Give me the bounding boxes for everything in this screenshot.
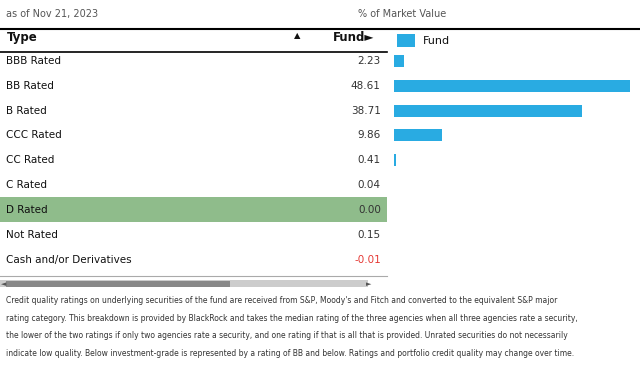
Text: ▲: ▲ bbox=[294, 31, 301, 40]
Text: indicate low quality. Below investment-grade is represented by a rating of BB an: indicate low quality. Below investment-g… bbox=[6, 349, 575, 358]
Text: 0.00: 0.00 bbox=[358, 205, 381, 215]
Text: ◄: ◄ bbox=[1, 281, 6, 287]
Text: CC Rated: CC Rated bbox=[6, 155, 55, 165]
Text: 0.41: 0.41 bbox=[358, 155, 381, 165]
Text: 0.04: 0.04 bbox=[358, 180, 381, 190]
Text: Type: Type bbox=[6, 31, 37, 44]
Text: C Rated: C Rated bbox=[6, 180, 47, 190]
Text: as of Nov 21, 2023: as of Nov 21, 2023 bbox=[6, 9, 99, 19]
Text: ►: ► bbox=[366, 281, 371, 287]
Text: 48.61: 48.61 bbox=[351, 81, 381, 91]
Text: BBB Rated: BBB Rated bbox=[6, 56, 61, 66]
Text: B Rated: B Rated bbox=[6, 105, 47, 116]
FancyBboxPatch shape bbox=[0, 197, 387, 222]
Text: 0.15: 0.15 bbox=[358, 230, 381, 240]
FancyBboxPatch shape bbox=[394, 105, 582, 116]
Text: Fund: Fund bbox=[422, 36, 449, 46]
FancyBboxPatch shape bbox=[6, 281, 230, 287]
Text: BB Rated: BB Rated bbox=[6, 81, 54, 91]
Text: rating category. This breakdown is provided by BlackRock and takes the median ra: rating category. This breakdown is provi… bbox=[6, 314, 578, 323]
Text: -0.01: -0.01 bbox=[354, 254, 381, 265]
Text: % of Market Value: % of Market Value bbox=[358, 9, 447, 19]
FancyBboxPatch shape bbox=[394, 55, 404, 67]
Text: Fund►: Fund► bbox=[333, 31, 374, 44]
FancyBboxPatch shape bbox=[394, 130, 442, 141]
FancyBboxPatch shape bbox=[394, 80, 630, 92]
FancyBboxPatch shape bbox=[0, 280, 368, 287]
Text: the lower of the two ratings if only two agencies rate a security, and one ratin: the lower of the two ratings if only two… bbox=[6, 331, 568, 340]
Text: 2.23: 2.23 bbox=[358, 56, 381, 66]
Text: 9.86: 9.86 bbox=[358, 130, 381, 141]
Text: 38.71: 38.71 bbox=[351, 105, 381, 116]
FancyBboxPatch shape bbox=[397, 34, 415, 47]
Text: D Rated: D Rated bbox=[6, 205, 48, 215]
Text: Credit quality ratings on underlying securities of the fund are received from S&: Credit quality ratings on underlying sec… bbox=[6, 296, 558, 305]
Text: CCC Rated: CCC Rated bbox=[6, 130, 62, 141]
FancyBboxPatch shape bbox=[394, 154, 396, 166]
Text: Cash and/or Derivatives: Cash and/or Derivatives bbox=[6, 254, 132, 265]
Text: Not Rated: Not Rated bbox=[6, 230, 58, 240]
